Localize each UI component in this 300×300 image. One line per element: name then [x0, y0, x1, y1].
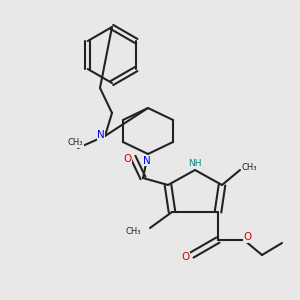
Text: NH: NH	[188, 159, 202, 168]
Text: CH₃: CH₃	[241, 163, 257, 172]
Text: N: N	[143, 156, 151, 166]
Text: O: O	[244, 232, 252, 242]
Text: O: O	[124, 154, 132, 164]
Text: CH₃: CH₃	[68, 138, 83, 147]
Text: CH₃: CH₃	[125, 226, 141, 236]
Text: O: O	[181, 252, 190, 262]
Text: N: N	[97, 130, 105, 140]
